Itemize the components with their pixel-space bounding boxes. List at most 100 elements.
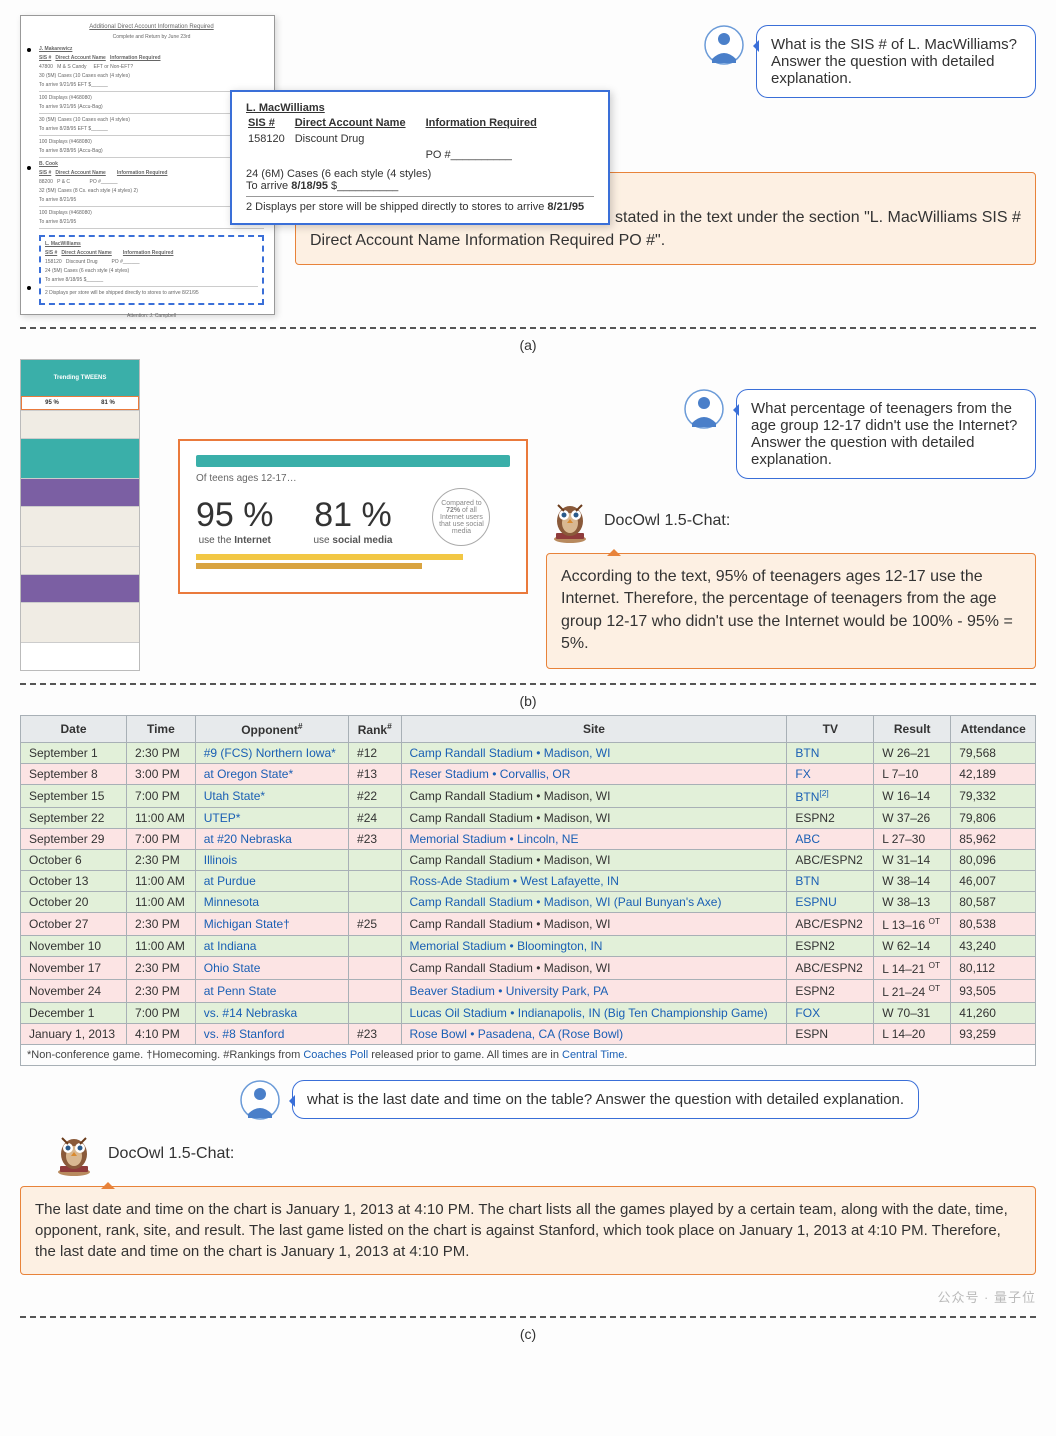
table-row: December 17:00 PMvs. #14 NebraskaLucas O… [21, 1003, 1036, 1024]
table-cell: vs. #14 Nebraska [195, 1003, 348, 1024]
table-cell: ESPN2 [787, 936, 874, 957]
table-cell: 2:30 PM [127, 913, 196, 936]
table-cell: Camp Randall Stadium • Madison, WI [401, 785, 787, 808]
table-cell: vs. #8 Stanford [195, 1024, 348, 1045]
divider [20, 1316, 1036, 1318]
highlighted-region: L. MacWilliams SIS # Direct Account Name… [39, 235, 264, 305]
table-cell: L 14–21 OT [874, 957, 951, 980]
table-cell: L 13–16 OT [874, 913, 951, 936]
table-cell: Camp Randall Stadium • Madison, WI [401, 850, 787, 871]
doc-subtitle: Complete and Return by June 23rd [39, 34, 264, 40]
table-cell: #25 [349, 913, 401, 936]
table-cell: November 17 [21, 957, 127, 980]
table-cell: Utah State* [195, 785, 348, 808]
table-row: September 2211:00 AMUTEP*#24Camp Randall… [21, 808, 1036, 829]
table-cell [349, 957, 401, 980]
zoom-callout-b: Of teens ages 12-17… 95 %use the Interne… [178, 439, 528, 594]
doc-row: SIS # Direct Account Name Information Re… [45, 250, 258, 256]
section-label-a: (a) [20, 337, 1036, 353]
lbl1: use the Internet [196, 535, 274, 546]
owl-icon [546, 497, 594, 545]
table-cell: FOX [787, 1003, 874, 1024]
schedule-footnote: *Non-conference game. †Homecoming. #Rank… [20, 1045, 1036, 1066]
col-header: Time [127, 716, 196, 743]
lbl2: use social media [314, 535, 393, 546]
table-cell: UTEP* [195, 808, 348, 829]
user-row: what is the last date and time on the ta… [240, 1080, 1036, 1120]
table-cell: 80,538 [951, 913, 1036, 936]
user-question-c: what is the last date and time on the ta… [292, 1080, 919, 1119]
table-cell: #22 [349, 785, 401, 808]
table-cell: at Penn State [195, 980, 348, 1003]
table-cell: Camp Randall Stadium • Madison, WI [401, 913, 787, 936]
table-cell: at Purdue [195, 871, 348, 892]
doc-row: 47800 M & S Candy EFT or Non-EFT? [39, 64, 264, 70]
table-cell [349, 936, 401, 957]
table-cell: 79,806 [951, 808, 1036, 829]
table-cell: 2:30 PM [127, 957, 196, 980]
table-cell: ABC [787, 829, 874, 850]
col-header: Site [401, 716, 787, 743]
table-cell: Illinois [195, 850, 348, 871]
table-cell: September 8 [21, 764, 127, 785]
table-cell: at #20 Nebraska [195, 829, 348, 850]
table-cell: 46,007 [951, 871, 1036, 892]
table-cell: W 70–31 [874, 1003, 951, 1024]
doc-person1: J. Makarewicz [39, 46, 264, 52]
table-cell: 80,112 [951, 957, 1036, 980]
table-row: September 12:30 PM#9 (FCS) Northern Iowa… [21, 743, 1036, 764]
table-cell: 43,240 [951, 936, 1036, 957]
doc-title: Additional Direct Account Information Re… [39, 24, 264, 30]
table-cell: October 20 [21, 892, 127, 913]
table-cell: 4:10 PM [127, 1024, 196, 1045]
table-cell: Beaver Stadium • University Park, PA [401, 980, 787, 1003]
table-cell [349, 850, 401, 871]
user-icon [704, 25, 744, 65]
table-cell: #24 [349, 808, 401, 829]
table-cell: January 1, 2013 [21, 1024, 127, 1045]
doc-row: To arrive 9/21/95 EFT $______ [39, 82, 264, 88]
table-cell: FX [787, 764, 874, 785]
table-cell: W 37–26 [874, 808, 951, 829]
table-cell: 7:00 PM [127, 829, 196, 850]
doc-row: SIS # Direct Account Name Information Re… [39, 55, 264, 61]
section-label-b: (b) [20, 693, 1036, 709]
table-cell: W 26–21 [874, 743, 951, 764]
table-cell: BTN[2] [787, 785, 874, 808]
table-cell: Camp Randall Stadium • Madison, WI [401, 743, 787, 764]
table-cell: W 38–13 [874, 892, 951, 913]
zoom-disp: 2 Displays per store will be shipped dir… [246, 201, 594, 213]
zoom-cases: 24 (6M) Cases (6 each style (4 styles) [246, 168, 594, 180]
table-cell: ABC/ESPN2 [787, 913, 874, 936]
table-cell: BTN [787, 743, 874, 764]
table-cell: 11:00 AM [127, 892, 196, 913]
user-question-a: What is the SIS # of L. MacWilliams? Ans… [756, 25, 1036, 98]
table-row: October 272:30 PMMichigan State†#25Camp … [21, 913, 1036, 936]
table-cell: 2:30 PM [127, 980, 196, 1003]
table-cell: December 1 [21, 1003, 127, 1024]
table-cell: November 10 [21, 936, 127, 957]
table-cell: 79,568 [951, 743, 1036, 764]
table-cell: Reser Stadium • Corvallis, OR [401, 764, 787, 785]
table-cell: 11:00 AM [127, 936, 196, 957]
user-row: What percentage of teenagers from the ag… [546, 389, 1036, 479]
user-icon [684, 389, 724, 429]
table-cell: ESPN2 [787, 980, 874, 1003]
table-row: September 83:00 PMat Oregon State*#13Res… [21, 764, 1036, 785]
table-row: October 62:30 PMIllinoisCamp Randall Sta… [21, 850, 1036, 871]
table-cell: October 6 [21, 850, 127, 871]
bars [196, 554, 510, 569]
owl-row: DocOwl 1.5-Chat: [50, 1130, 1036, 1178]
table-cell: ESPN [787, 1024, 874, 1045]
table-row: September 297:00 PMat #20 Nebraska#23Mem… [21, 829, 1036, 850]
col-header: Date [21, 716, 127, 743]
table-cell: Camp Randall Stadium • Madison, WI [401, 808, 787, 829]
table-cell: #23 [349, 1024, 401, 1045]
col-header: Result [874, 716, 951, 743]
infographic-thumbnail-b: Trending TWEENS 95 %81 % [20, 359, 140, 671]
doc-row: 2 Displays per store will be shipped dir… [45, 290, 258, 296]
divider [20, 327, 1036, 329]
table-cell: Lucas Oil Stadium • Indianapolis, IN (Bi… [401, 1003, 787, 1024]
table-cell: BTN [787, 871, 874, 892]
divider [20, 683, 1036, 685]
